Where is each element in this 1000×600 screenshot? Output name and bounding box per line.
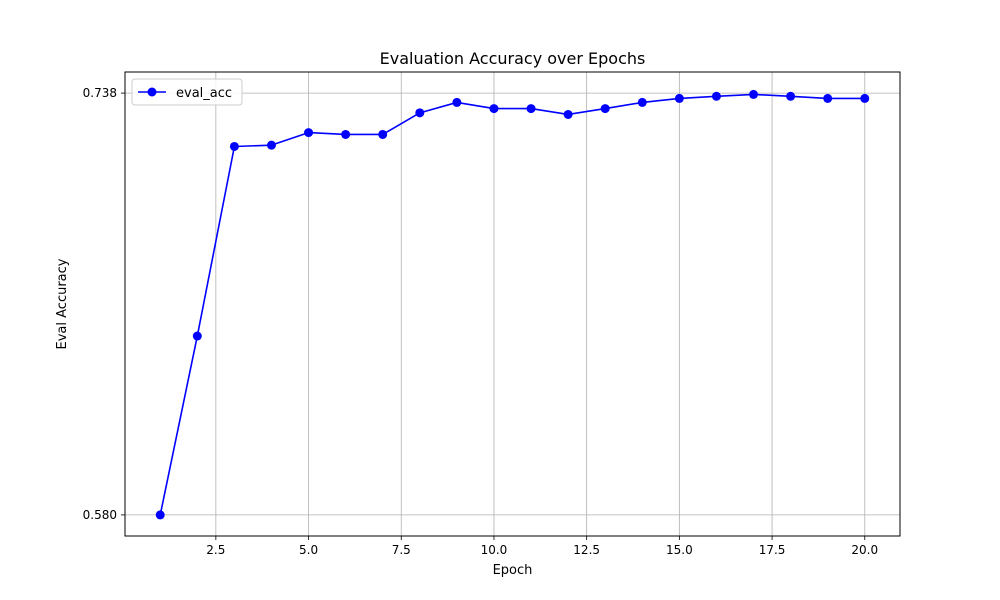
chart-title: Evaluation Accuracy over Epochs	[380, 49, 646, 68]
data-point	[860, 93, 870, 103]
series-layer	[155, 89, 870, 520]
data-point	[341, 129, 351, 139]
y-axis-label: Eval Accuracy	[55, 258, 70, 349]
data-point	[637, 97, 647, 107]
data-point	[378, 129, 388, 139]
x-tick-label: 17.5	[759, 543, 786, 557]
data-point	[600, 104, 610, 114]
data-point	[823, 93, 833, 103]
grid	[125, 72, 900, 536]
data-point	[711, 91, 721, 101]
data-point	[452, 97, 462, 107]
x-tick-label: 15.0	[666, 543, 693, 557]
x-tick-label: 10.0	[481, 543, 508, 557]
data-point	[786, 91, 796, 101]
legend-marker	[147, 87, 157, 97]
data-point	[563, 109, 573, 119]
x-tick-label: 7.5	[392, 543, 411, 557]
x-tick-label: 2.5	[206, 543, 225, 557]
data-point	[415, 108, 425, 118]
data-point	[674, 93, 684, 103]
x-tick-label: 20.0	[851, 543, 878, 557]
data-point	[489, 104, 499, 114]
series-line-eval_acc	[159, 93, 865, 516]
y-tick-label: 0.738	[83, 86, 117, 100]
data-point	[155, 510, 165, 520]
data-point	[749, 89, 759, 99]
plot-frame	[124, 71, 901, 537]
x-axis: 2.5 5.0 7.5 10.0 12.5 15.0 17.5 20.0	[206, 536, 878, 557]
data-point	[526, 104, 536, 114]
y-tick-label: 0.580	[83, 508, 117, 522]
x-axis-label: Epoch	[493, 563, 533, 578]
data-point	[266, 140, 276, 150]
data-point	[304, 128, 314, 138]
y-axis: 0.580 0.738	[83, 86, 125, 522]
legend: eval_acc	[131, 78, 243, 106]
data-point	[192, 331, 202, 341]
data-point	[229, 141, 239, 151]
legend-label: eval_acc	[176, 86, 232, 101]
x-tick-label: 12.5	[573, 543, 600, 557]
x-tick-label: 5.0	[299, 543, 318, 557]
legend-box	[131, 78, 243, 106]
